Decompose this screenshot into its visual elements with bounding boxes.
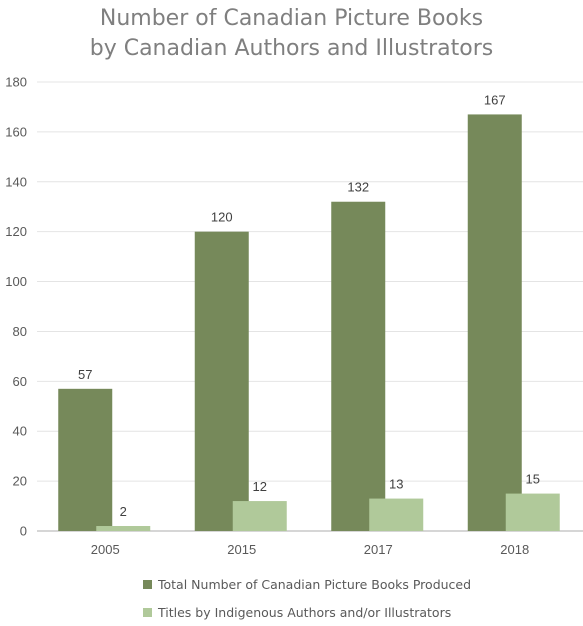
y-tick-label-160: 160 [5,124,27,139]
legend-label-total: Total Number of Canadian Picture Books P… [158,576,472,592]
y-tick-label-0: 0 [20,524,27,539]
y-tick-label-100: 100 [5,274,27,289]
bars [58,114,560,531]
data-label-indigenous-2015: 12 [253,479,267,494]
legend-swatch-indigenous [143,607,152,617]
data-label-indigenous-2005: 2 [120,504,127,519]
chart-title-line-1: Number of Canadian Picture Books [99,6,484,31]
data-label-total-2015: 120 [211,210,233,225]
bar-total-2005 [58,388,113,531]
bar-indigenous-2015 [232,501,287,531]
x-tick-label-2005: 2005 [91,542,120,557]
legend-swatch-total [143,579,152,589]
data-label-total-2017: 132 [347,180,369,195]
x-tick-label-2015: 2015 [227,542,256,557]
legend: Total Number of Canadian Picture Books P… [143,570,471,626]
data-label-total-2005: 57 [78,367,92,382]
x-tick-label-2017: 2017 [364,542,393,557]
data-label-indigenous-2018: 15 [526,472,540,487]
y-tick-label-60: 60 [13,374,27,389]
x-axis-ticks: 2005 2015 2017 2018 [91,542,529,557]
bar-indigenous-2005 [96,526,151,531]
x-tick-label-2018: 2018 [500,542,529,557]
y-tick-label-80: 80 [13,324,27,339]
chart-title-line-2: by Canadian Authors and Illustrators [89,36,494,61]
y-tick-label-120: 120 [5,224,27,239]
bar-total-2017 [331,201,386,531]
y-tick-label-40: 40 [13,424,27,439]
bar-total-2015 [194,231,249,531]
data-labels: 57 2 120 12 132 13 167 15 [78,92,540,519]
bar-indigenous-2017 [369,498,424,531]
legend-item-total: Total Number of Canadian Picture Books P… [143,570,471,598]
legend-item-indigenous: Titles by Indigenous Authors and/or Illu… [143,598,471,626]
y-tick-label-180: 180 [5,75,27,90]
y-axis-ticks: 0 20 40 60 80 100 120 140 160 180 [5,75,27,539]
chart-title: Number of Canadian Picture Books by Cana… [0,4,583,64]
y-tick-label-140: 140 [5,174,27,189]
data-label-indigenous-2017: 13 [389,477,403,492]
y-tick-label-20: 20 [13,474,27,489]
bar-indigenous-2018 [505,493,560,531]
legend-label-indigenous: Titles by Indigenous Authors and/or Illu… [158,604,452,620]
data-label-total-2018: 167 [484,92,506,107]
bar-total-2018 [467,114,522,531]
